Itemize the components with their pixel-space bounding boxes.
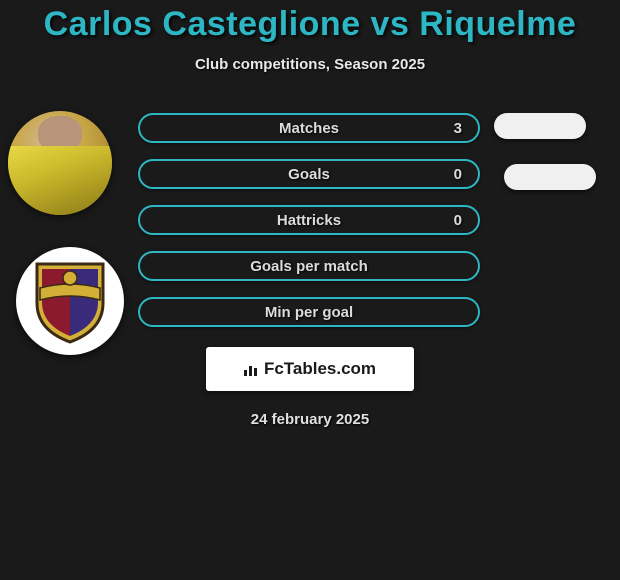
stats-list: Matches 3 Goals 0 Hattricks 0 Goals per …	[138, 113, 480, 327]
value-pill	[494, 113, 586, 139]
stat-value: 3	[454, 120, 462, 137]
chart-icon	[244, 362, 262, 376]
stat-row-goals: Goals 0	[138, 159, 480, 189]
branding-box: FcTables.com	[206, 347, 414, 391]
page-subtitle: Club competitions, Season 2025	[0, 56, 620, 73]
date-text: 24 february 2025	[0, 411, 620, 428]
stat-label: Goals	[288, 166, 330, 183]
shield-icon	[33, 258, 107, 344]
stat-label: Min per goal	[265, 304, 353, 321]
stat-label: Matches	[279, 120, 339, 137]
stat-row-matches: Matches 3	[138, 113, 480, 143]
page-title: Carlos Casteglione vs Riquelme	[0, 5, 620, 44]
comparison-content: Matches 3 Goals 0 Hattricks 0 Goals per …	[0, 113, 620, 428]
stat-row-min-per-goal: Min per goal	[138, 297, 480, 327]
stat-row-hattricks: Hattricks 0	[138, 205, 480, 235]
value-pill	[504, 164, 596, 190]
stat-label: Goals per match	[250, 258, 368, 275]
stat-row-goals-per-match: Goals per match	[138, 251, 480, 281]
player-avatar	[8, 111, 112, 215]
stat-value: 0	[454, 166, 462, 183]
branding-text: FcTables.com	[244, 359, 376, 379]
branding-label: FcTables.com	[264, 359, 376, 379]
stat-value: 0	[454, 212, 462, 229]
stat-label: Hattricks	[277, 212, 341, 229]
club-badge	[16, 247, 124, 355]
